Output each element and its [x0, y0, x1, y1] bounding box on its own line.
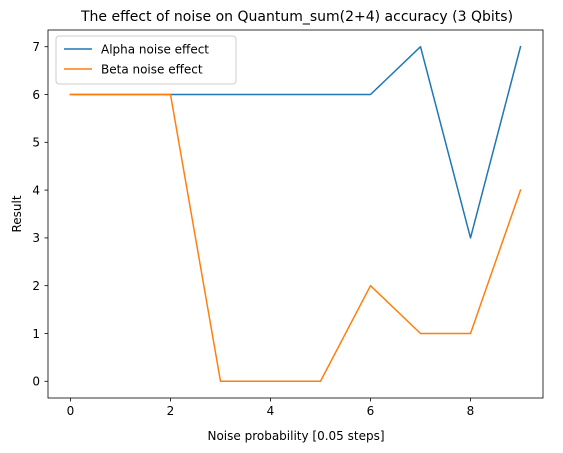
- x-tick-label: 2: [167, 404, 175, 418]
- y-tick-label: 1: [32, 327, 40, 341]
- y-tick-label: 2: [32, 279, 40, 293]
- plot-area: [48, 30, 543, 398]
- legend-label: Alpha noise effect: [101, 42, 209, 56]
- chart-title: The effect of noise on Quantum_sum(2+4) …: [80, 9, 513, 25]
- x-axis-ticks: 0 2 4 6 8: [67, 398, 475, 418]
- y-tick-label: 4: [32, 183, 40, 197]
- x-tick-label: 0: [67, 404, 75, 418]
- x-axis-label: Noise probability [0.05 steps]: [207, 429, 384, 443]
- y-axis-label: Result: [10, 195, 24, 232]
- series-line-beta: [69, 93, 522, 383]
- plot-frame: [47, 29, 544, 399]
- legend: Alpha noise effect Beta noise effect: [55, 35, 237, 85]
- series-layer: [69, 45, 522, 383]
- x-tick-label: 4: [267, 404, 275, 418]
- y-tick-label: 3: [32, 231, 40, 245]
- y-axis-ticks: 0 1 2 3 4 5 6 7: [32, 40, 48, 389]
- y-tick-label: 0: [32, 375, 40, 389]
- y-tick-label: 6: [32, 88, 40, 102]
- y-tick-label: 5: [32, 136, 40, 150]
- x-tick-label: 6: [367, 404, 375, 418]
- legend-label: Beta noise effect: [101, 62, 203, 76]
- legend-box: [55, 35, 237, 85]
- y-tick-label: 7: [32, 40, 40, 54]
- x-tick-label: 8: [467, 404, 475, 418]
